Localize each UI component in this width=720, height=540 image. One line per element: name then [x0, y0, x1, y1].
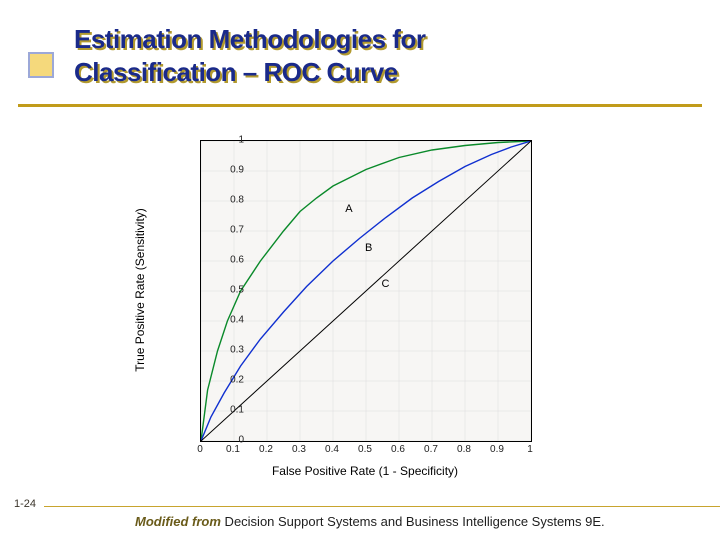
ytick-label: 1 — [204, 135, 244, 146]
ytick-label: 0.5 — [204, 285, 244, 296]
ytick-label: 0.1 — [204, 405, 244, 416]
ytick-label: 0.3 — [204, 345, 244, 356]
title-main: Estimation Methodologies for Classificat… — [74, 23, 425, 88]
footer-modified: Modified from — [135, 514, 221, 529]
title-divider — [18, 104, 702, 107]
ytick-label: 0.6 — [204, 255, 244, 266]
slide: Estimation Methodologies for Classificat… — [0, 0, 720, 540]
roc-chart: True Positive Rate (Sensitivity) False P… — [130, 130, 580, 490]
ytick-label: 0.7 — [204, 225, 244, 236]
series-label-b: B — [365, 242, 372, 254]
xtick-label: 1 — [510, 444, 550, 455]
footer-text: Modified from Decision Support Systems a… — [135, 514, 605, 529]
plot-svg — [201, 141, 531, 441]
ytick-label: 0.8 — [204, 195, 244, 206]
ytick-label: 0.2 — [204, 375, 244, 386]
footer-divider — [44, 506, 720, 507]
x-axis-label: False Positive Rate (1 - Specificity) — [272, 464, 458, 478]
ytick-label: 0.9 — [204, 165, 244, 176]
page-number: 1-24 — [14, 498, 36, 510]
ytick-label: 0.4 — [204, 315, 244, 326]
y-axis-label: True Positive Rate (Sensitivity) — [133, 208, 147, 372]
footer-source: Decision Support Systems and Business In… — [221, 514, 605, 529]
series-label-a: A — [345, 203, 352, 215]
series-label-c: C — [382, 278, 390, 290]
bullet-box-icon — [28, 52, 54, 78]
plot-area — [200, 140, 532, 442]
